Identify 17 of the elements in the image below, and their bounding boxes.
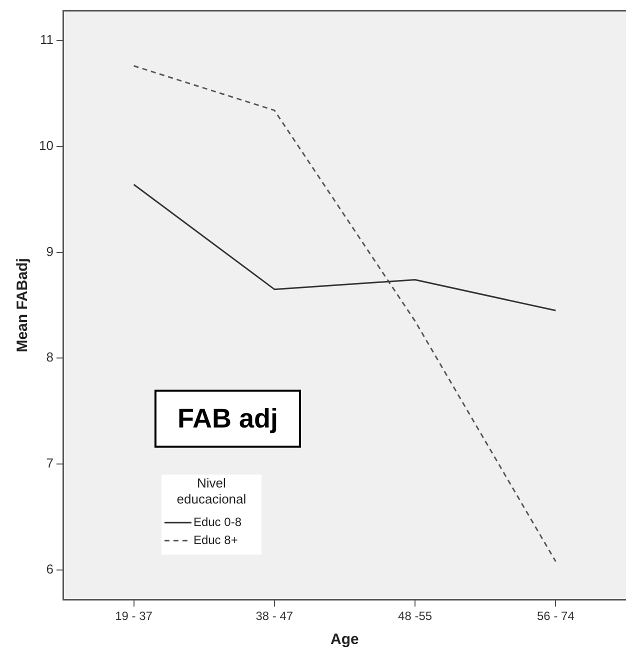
x-tick-label: 38 - 47 <box>256 609 294 624</box>
legend-label: Educ 0-8 <box>193 514 242 529</box>
x-tick-label: 48 -55 <box>398 609 432 624</box>
line-series <box>133 65 556 562</box>
y-tick-label: 6 <box>46 562 54 577</box>
annotation: FAB adj <box>177 403 278 434</box>
y-axis-title: Mean FABadj <box>14 258 32 352</box>
y-tick-label: 11 <box>40 32 54 48</box>
legend-label: Educ 8+ <box>193 532 238 547</box>
x-axis-title: Age <box>330 631 359 648</box>
y-tick-label: 9 <box>46 244 54 259</box>
y-tick-label: 7 <box>46 456 54 471</box>
x-tick-label: 56 - 74 <box>537 609 575 624</box>
x-tick-label: 19 - 37 <box>115 609 153 624</box>
legend-title: Nivel educacional <box>176 476 246 507</box>
y-tick-label: 10 <box>38 138 54 153</box>
y-tick-label: 8 <box>46 350 54 365</box>
